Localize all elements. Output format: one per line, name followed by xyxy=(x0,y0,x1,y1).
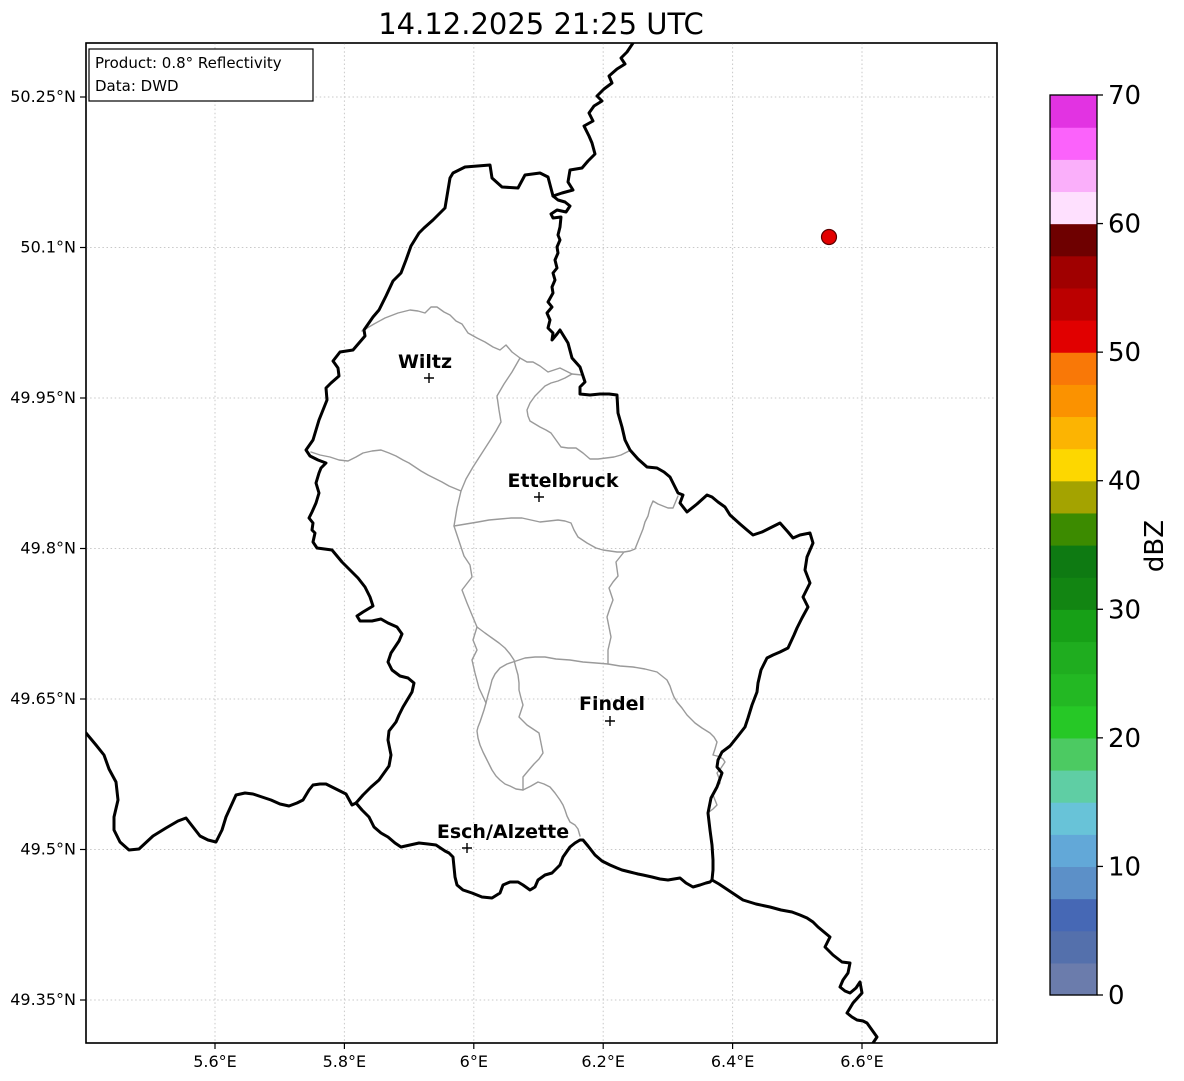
colorbar-segment xyxy=(1050,930,1097,964)
district-borders xyxy=(310,306,726,837)
x-axis-tick-label: 6°E xyxy=(460,1052,488,1071)
colorbar-segment xyxy=(1050,287,1097,321)
y-axis-tick-label: 49.8°N xyxy=(20,539,76,558)
plot-frame-overlay xyxy=(85,42,998,1044)
colorbar-segment xyxy=(1050,448,1097,482)
colorbar-tick-label: 10 xyxy=(1108,852,1141,882)
colorbar-segment xyxy=(1050,737,1097,771)
colorbar-segment xyxy=(1050,770,1097,803)
colorbar-segment xyxy=(1050,866,1097,900)
country-border xyxy=(86,731,358,852)
colorbar-tick-label: 40 xyxy=(1108,467,1141,497)
district-border xyxy=(453,517,624,553)
colorbar-segment xyxy=(1050,545,1097,578)
plot-frame xyxy=(85,42,998,1044)
product-info-box-border xyxy=(88,48,314,102)
colorbar-segment xyxy=(1050,223,1097,257)
colorbar-tick-label: 30 xyxy=(1108,595,1141,625)
x-axis-tick-label: 5.8°E xyxy=(323,1052,367,1071)
colorbar-segment xyxy=(1050,352,1097,385)
colorbar-tick-label: 20 xyxy=(1108,724,1141,754)
axis-ticks-and-labels: 5.6°E 5.8°E 6°E 6.2°E 6.4°E 6.6°E 50.25°N 50.1°… xyxy=(10,87,884,1071)
district-border xyxy=(606,495,726,813)
colorbar-outline xyxy=(1049,94,1098,996)
y-axis-tick-label: 49.5°N xyxy=(20,840,76,859)
district-border xyxy=(476,656,609,837)
colorbar-segment xyxy=(1050,191,1097,225)
district-border xyxy=(526,373,630,460)
product-info-box: Product: 0.8° Reflectivity Data: DWD xyxy=(88,48,314,102)
colorbar-segment xyxy=(1050,577,1097,610)
city-plus-marker xyxy=(605,716,615,726)
y-axis-tick-label: 50.1°N xyxy=(20,238,76,257)
colorbar-tick-label: 0 xyxy=(1108,981,1125,1011)
x-axis-tick-label: 6.2°E xyxy=(581,1052,625,1071)
map-markers: Wiltz Ettelbruck Findel Esch/Alzette xyxy=(398,228,838,853)
y-axis-tick-label: 49.95°N xyxy=(10,388,76,407)
district-border xyxy=(453,357,521,704)
colorbar-segment xyxy=(1050,673,1097,707)
x-axis-tick-label: 6.6°E xyxy=(840,1052,884,1071)
country-border xyxy=(545,194,815,882)
figure-title: 14.12.2025 21:25 UTC xyxy=(378,7,704,41)
radar-site-dot xyxy=(820,228,838,246)
x-axis-tick-label: 5.6°E xyxy=(193,1052,237,1071)
colorbar-segment xyxy=(1050,416,1097,450)
country-borders xyxy=(86,43,879,1043)
country-border xyxy=(710,878,879,1043)
district-border xyxy=(310,449,462,492)
colorbar-segment xyxy=(1050,898,1097,932)
colorbar-segment xyxy=(1050,609,1097,643)
city-plus-marker xyxy=(462,843,472,853)
city-label: Ettelbruck xyxy=(508,470,619,492)
product-info-line2: Data: DWD xyxy=(95,77,179,95)
country-border xyxy=(354,801,714,900)
colorbar-segment xyxy=(1050,641,1097,675)
colorbar-segment xyxy=(1050,159,1097,193)
city-label: Esch/Alzette xyxy=(437,821,569,843)
colorbar-segment xyxy=(1050,512,1097,546)
colorbar-tick-label: 60 xyxy=(1108,210,1141,240)
colorbar-segment xyxy=(1050,127,1097,160)
y-axis-tick-label: 50.25°N xyxy=(10,87,76,106)
colorbar-tick-label: 70 xyxy=(1108,81,1141,111)
district-border xyxy=(361,306,583,376)
city-label: Wiltz xyxy=(398,351,452,373)
colorbar-tick-label: 50 xyxy=(1108,338,1141,368)
colorbar-unit-label: dBZ xyxy=(1140,520,1170,572)
city-plus-marker xyxy=(534,492,544,502)
colorbar-segment xyxy=(1050,384,1097,418)
colorbar-segment xyxy=(1050,95,1097,128)
y-axis-tick-label: 49.35°N xyxy=(10,990,76,1009)
colorbar-segment xyxy=(1050,705,1097,739)
colorbar: 0 10 20 30 40 50 60 70 xyxy=(1049,81,1141,1011)
x-axis-tick-label: 6.4°E xyxy=(711,1052,755,1071)
colorbar-segment xyxy=(1050,802,1097,835)
country-border xyxy=(551,43,635,198)
colorbar-segment xyxy=(1050,962,1097,996)
city-plus-marker xyxy=(424,373,434,383)
city-label: Findel xyxy=(579,693,645,715)
colorbar-segment xyxy=(1050,480,1097,514)
y-axis-tick-label: 49.65°N xyxy=(10,689,76,708)
district-border xyxy=(476,626,544,791)
colorbar-segment xyxy=(1050,320,1097,353)
colorbar-segment xyxy=(1050,255,1097,289)
colorbar-segment xyxy=(1050,834,1097,868)
country-border xyxy=(304,163,555,805)
product-info-line1: Product: 0.8° Reflectivity xyxy=(95,54,282,72)
